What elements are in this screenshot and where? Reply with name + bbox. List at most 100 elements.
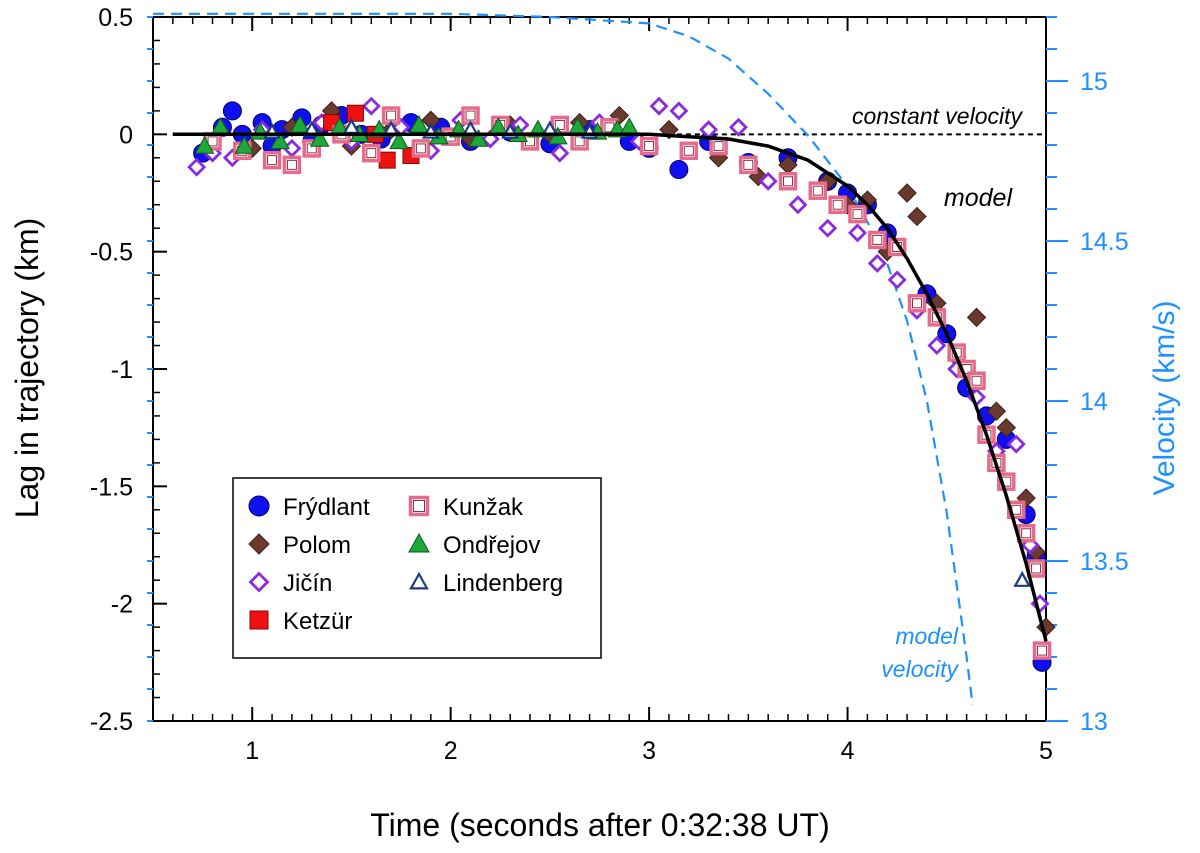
legend-marker-lindenberg bbox=[409, 571, 429, 590]
v-tick-label: 13 bbox=[1080, 708, 1108, 736]
kunzak-point-inner bbox=[812, 185, 823, 196]
legend: Frýdlant Polom Jičín Ketzür Kunžak Ondřejov Li… bbox=[232, 477, 602, 659]
legend-marker-kunzak-inner bbox=[413, 500, 425, 512]
kunzak-point-outer bbox=[868, 230, 887, 250]
jicin-point bbox=[818, 218, 838, 238]
kunzak-point-inner bbox=[207, 136, 218, 147]
jicin-point bbox=[669, 101, 689, 121]
kunzak-point-outer bbox=[1016, 524, 1036, 543]
y-tick-label: -2 bbox=[111, 591, 133, 619]
lindenberg-point bbox=[1013, 570, 1032, 587]
velocity-axis-label: Velocity (km/s) bbox=[1148, 300, 1181, 495]
model-curve bbox=[172, 132, 1048, 642]
model-annotation: model bbox=[944, 184, 1014, 212]
v-tick-label: 13.5 bbox=[1080, 548, 1129, 576]
polom-point bbox=[986, 401, 1007, 421]
kunzak-point-inner bbox=[386, 110, 397, 121]
x-axis-label: Time (seconds after 0:32:38 UT) bbox=[370, 807, 829, 843]
kunzak-point-outer bbox=[907, 294, 927, 313]
polom-point bbox=[907, 206, 927, 227]
kunzak-point-inner bbox=[415, 143, 426, 154]
legend-marker-frydlant bbox=[248, 495, 270, 517]
y-tick-label: 0 bbox=[119, 121, 133, 149]
kunzak-point-outer bbox=[1032, 641, 1052, 660]
legend-marker-jicin bbox=[248, 571, 270, 593]
legend-label-polom: Polom bbox=[283, 532, 351, 559]
kunzak-point bbox=[907, 294, 927, 313]
polom-point bbox=[897, 183, 917, 203]
kunzak-point-outer bbox=[282, 155, 302, 175]
ondrejov-point bbox=[389, 131, 409, 150]
kunzak-point bbox=[679, 141, 699, 161]
kunzak-point bbox=[411, 139, 431, 158]
x-tick-label: 4 bbox=[841, 737, 855, 765]
kunzak-point-outer bbox=[709, 136, 728, 156]
ondrejov-point bbox=[289, 114, 310, 133]
x-tick-label: 3 bbox=[642, 737, 656, 765]
ondrejov-point bbox=[409, 114, 429, 133]
kunzak-point-inner bbox=[783, 176, 794, 187]
kunzak-point bbox=[1032, 641, 1052, 660]
kunzak-point-outer bbox=[808, 181, 828, 200]
legend-marker-polom bbox=[248, 533, 270, 555]
kunzak-point-outer bbox=[1026, 559, 1046, 578]
y-tick-label: -0.5 bbox=[90, 239, 133, 267]
ondrejov-point bbox=[194, 136, 215, 154]
legend-label-frydlant: Frýdlant bbox=[283, 494, 370, 521]
polom-point bbox=[966, 307, 987, 328]
kunzak-point-outer bbox=[411, 139, 431, 158]
kunzak-point-inner bbox=[872, 234, 883, 245]
jicin-point bbox=[361, 96, 381, 116]
kunzak-point-inner bbox=[971, 375, 982, 386]
kunzak-point-inner bbox=[366, 148, 377, 159]
kunzak-point-inner bbox=[1037, 645, 1048, 656]
kunzak-point-inner bbox=[832, 199, 843, 210]
y-tick-label: -1 bbox=[111, 356, 133, 384]
jicin-point bbox=[550, 143, 570, 163]
kunzak-point bbox=[262, 150, 282, 170]
kunzak-point-outer bbox=[262, 150, 282, 170]
legend-marker-ketzur bbox=[249, 610, 269, 630]
frydlant-point bbox=[669, 160, 689, 180]
ondrejov-point bbox=[309, 128, 330, 147]
jicin-point bbox=[847, 223, 867, 243]
legend-label-ketzur: Ketzür bbox=[283, 608, 352, 635]
legend-label-kunzak: Kunžak bbox=[443, 494, 524, 521]
kunzak-point-inner bbox=[1031, 563, 1042, 574]
kunzak-point-inner bbox=[852, 209, 863, 220]
kunzak-point bbox=[778, 172, 798, 191]
x-tick-label: 5 bbox=[1039, 737, 1053, 765]
kunzak-point-outer bbox=[362, 143, 381, 163]
kunzak-point-inner bbox=[683, 145, 694, 156]
kunzak-point-inner bbox=[465, 110, 476, 121]
kunzak-point bbox=[868, 230, 887, 250]
y-axis-label: Lag in trajectory (km) bbox=[9, 218, 45, 519]
legend-marker-kunzak-outer bbox=[408, 495, 430, 517]
jicin-point bbox=[1006, 434, 1026, 454]
kunzak-point bbox=[848, 204, 867, 224]
kunzak-point-outer bbox=[739, 155, 758, 175]
kunzak-point-inner bbox=[554, 119, 565, 130]
v-tick-label: 15 bbox=[1080, 68, 1108, 96]
y-tick-label: -2.5 bbox=[90, 708, 133, 736]
jicin-point bbox=[887, 270, 907, 290]
kunzak-point bbox=[808, 181, 828, 200]
legend-marker-ondrejov bbox=[408, 532, 430, 553]
kunzak-point-inner bbox=[743, 159, 754, 170]
polom-point bbox=[996, 417, 1017, 438]
kunzak-point-inner bbox=[267, 155, 278, 166]
kunzak-point-outer bbox=[679, 141, 699, 161]
frydlant-point bbox=[222, 101, 242, 121]
jicin-point bbox=[728, 117, 748, 137]
kunzak-point bbox=[282, 155, 302, 175]
kunzak-point bbox=[1016, 524, 1036, 543]
kunzak-point-inner bbox=[912, 298, 923, 309]
ketzur-point bbox=[346, 104, 364, 122]
jicin-point bbox=[927, 336, 947, 356]
kunzak-point bbox=[828, 195, 847, 214]
x-tick-label: 2 bbox=[444, 737, 458, 765]
legend-label-lindenberg: Lindenberg bbox=[443, 570, 563, 597]
jicin-point bbox=[758, 171, 778, 191]
ondrejov-point bbox=[270, 131, 290, 150]
y-tick-label: 0.5 bbox=[98, 4, 133, 32]
